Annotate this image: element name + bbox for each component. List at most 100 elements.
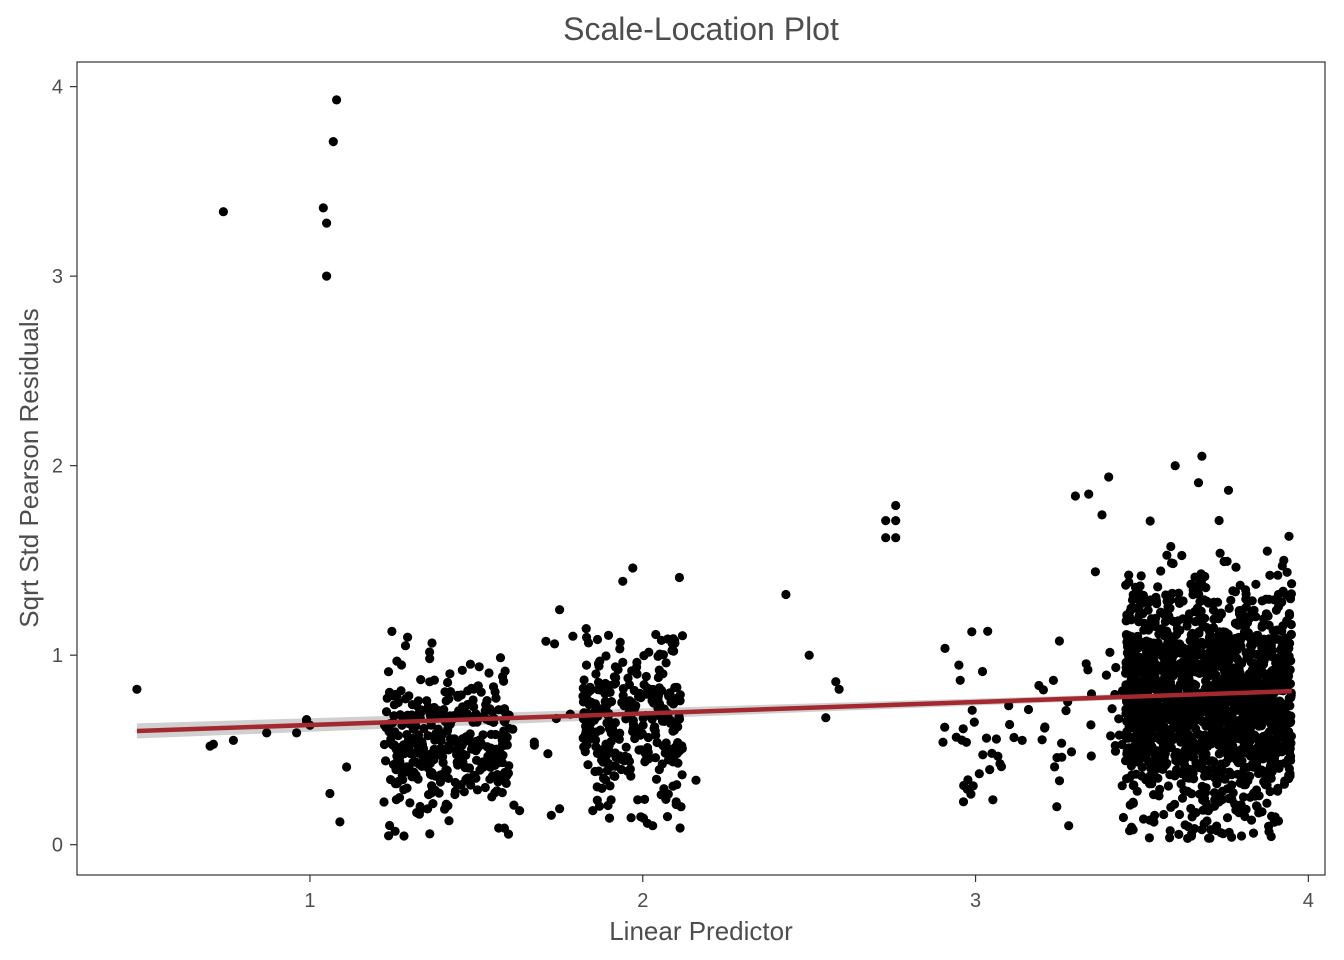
data-point — [490, 687, 500, 697]
data-point — [1238, 792, 1249, 802]
data-point — [1286, 693, 1296, 703]
data-point — [1180, 755, 1190, 765]
data-point — [1284, 651, 1294, 661]
data-point — [1121, 663, 1131, 673]
data-point — [1264, 634, 1274, 644]
data-point — [1285, 594, 1296, 604]
data-point — [1214, 706, 1224, 716]
data-point — [1206, 825, 1216, 835]
data-point — [1204, 694, 1214, 704]
data-point — [468, 695, 478, 705]
data-point — [1191, 758, 1201, 768]
data-point — [1126, 822, 1137, 832]
data-point — [600, 689, 610, 699]
data-point — [546, 810, 556, 820]
data-point — [332, 95, 342, 105]
data-point — [1254, 649, 1264, 659]
data-point — [637, 729, 647, 739]
data-point — [1061, 706, 1071, 716]
data-point — [1257, 596, 1267, 606]
data-point — [1111, 662, 1121, 673]
data-point — [1273, 786, 1283, 796]
data-point — [650, 696, 660, 706]
data-point — [1169, 708, 1180, 719]
data-point — [1278, 659, 1289, 669]
data-point — [404, 763, 414, 773]
data-point — [633, 795, 643, 805]
data-point — [1178, 669, 1188, 679]
data-point — [445, 669, 455, 679]
data-point — [464, 731, 474, 741]
data-point — [966, 789, 976, 799]
data-point — [426, 788, 436, 798]
data-point — [1170, 461, 1180, 471]
data-point — [675, 690, 685, 700]
data-point — [1124, 570, 1134, 580]
data-point — [438, 752, 448, 762]
data-point — [1023, 704, 1034, 715]
data-point — [1239, 740, 1249, 750]
data-point — [1200, 794, 1210, 804]
data-point — [578, 697, 589, 707]
data-point — [1165, 833, 1175, 843]
data-point — [881, 516, 891, 526]
data-point — [1156, 566, 1166, 576]
data-point — [509, 800, 519, 810]
data-point — [1197, 451, 1207, 461]
data-point — [1004, 701, 1014, 711]
data-point — [1159, 741, 1169, 752]
data-point — [1187, 658, 1197, 668]
data-point — [442, 726, 453, 736]
data-point — [1193, 707, 1203, 717]
data-point — [628, 719, 639, 729]
data-point — [655, 649, 665, 659]
data-point — [1121, 756, 1131, 766]
data-point — [988, 795, 998, 805]
data-point — [386, 775, 396, 785]
data-point — [583, 687, 593, 698]
y-axis-title: Sqrt Std Pearson Residuals — [14, 308, 44, 627]
data-point — [1139, 719, 1149, 729]
data-point — [484, 668, 494, 678]
data-point — [940, 643, 950, 654]
data-point — [590, 766, 600, 777]
data-point — [1150, 810, 1160, 821]
data-point — [592, 634, 603, 645]
data-point — [318, 203, 328, 213]
data-point — [403, 710, 413, 720]
data-point — [891, 500, 901, 511]
data-point — [1168, 660, 1178, 670]
data-point — [1104, 472, 1114, 482]
data-point — [1284, 531, 1294, 541]
data-point — [961, 737, 972, 747]
data-point — [675, 823, 685, 833]
data-point — [1243, 628, 1253, 638]
data-point — [1246, 720, 1256, 730]
data-point — [1138, 814, 1149, 824]
data-point — [676, 802, 686, 812]
data-point — [485, 762, 496, 772]
data-point — [597, 783, 607, 794]
data-point — [1267, 811, 1277, 821]
data-point — [595, 656, 605, 666]
data-point — [1195, 647, 1205, 657]
data-point — [1161, 681, 1171, 691]
data-point — [1194, 628, 1204, 639]
data-point — [485, 774, 495, 784]
data-point — [1266, 756, 1276, 766]
data-point — [1245, 771, 1255, 781]
data-point — [449, 734, 459, 744]
data-point — [494, 823, 504, 833]
data-point — [1136, 728, 1146, 738]
data-point — [603, 630, 614, 641]
data-point — [621, 742, 631, 752]
data-point — [940, 722, 950, 732]
data-point — [1163, 781, 1173, 791]
data-point — [1214, 749, 1224, 759]
data-point — [1227, 740, 1237, 750]
data-point — [632, 662, 642, 672]
data-point — [1246, 751, 1256, 761]
data-point — [1066, 747, 1077, 757]
data-point — [1277, 561, 1287, 571]
